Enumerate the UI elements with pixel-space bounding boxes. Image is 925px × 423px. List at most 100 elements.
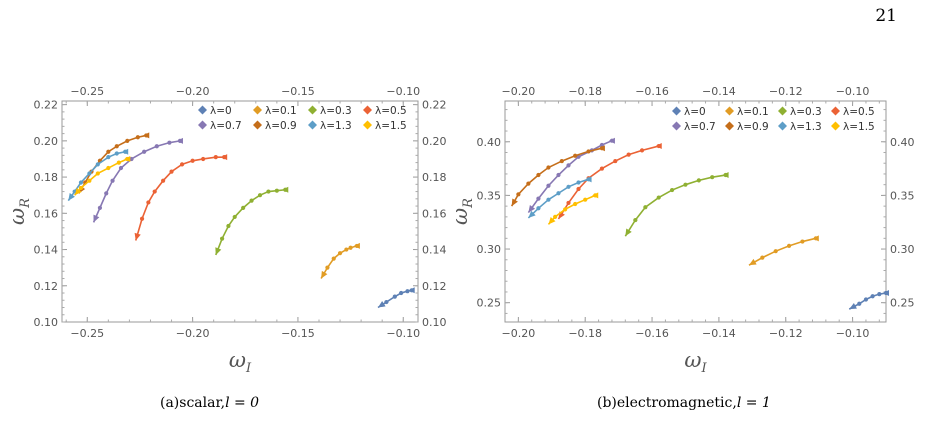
caption-a-text: (a)scalar,	[160, 395, 226, 411]
data-point	[226, 223, 231, 229]
data-point	[773, 249, 778, 254]
x-tick-label: −0.18	[568, 327, 602, 340]
caption-b: (b)electromagnetic,l = 1	[597, 395, 771, 411]
x-tick-label: −0.14	[702, 327, 736, 340]
data-point	[104, 191, 109, 196]
data-point	[106, 149, 111, 154]
series-4	[92, 137, 183, 223]
start-arrow	[321, 270, 328, 279]
legend-swatch	[778, 121, 787, 131]
legend-label: λ=0.1	[265, 105, 297, 117]
y-tick-label: 0.14	[34, 244, 59, 257]
x-tick-label-top: −0.20	[176, 85, 210, 98]
series-6	[67, 148, 129, 202]
y-tick-label-right: 0.25	[890, 297, 915, 310]
x-tick-label: −0.15	[281, 327, 315, 340]
y-tick-label: 0.22	[34, 99, 59, 112]
series-5	[510, 145, 605, 207]
legend-item: λ=0.3	[308, 105, 352, 117]
x-tick-label-top: −0.10	[386, 85, 420, 98]
data-point	[546, 165, 551, 170]
data-point	[179, 162, 185, 167]
series-6	[527, 176, 592, 219]
start-arrow	[748, 258, 757, 266]
data-point	[566, 200, 571, 206]
data-point	[146, 200, 151, 205]
data-point	[639, 148, 645, 153]
end-marker	[122, 148, 129, 155]
data-point	[516, 192, 521, 197]
start-arrow	[74, 187, 82, 196]
series-1	[748, 235, 819, 266]
data-point	[78, 185, 84, 191]
data-point	[78, 180, 84, 185]
data-point	[670, 187, 675, 193]
data-point	[257, 193, 263, 198]
y-tick-label: 0.18	[34, 171, 59, 184]
data-point	[118, 165, 124, 171]
end-marker	[883, 290, 889, 297]
legend-swatch	[253, 105, 262, 115]
x-tick-label: −0.10	[386, 327, 420, 340]
data-point	[877, 292, 882, 297]
data-point	[566, 184, 571, 189]
caption-a: (a)scalar,l = 0	[160, 395, 259, 411]
x-axis-label-sub: I	[245, 361, 252, 376]
data-point	[786, 243, 792, 248]
data-point	[129, 156, 134, 162]
y-tick-label-right: 0.35	[890, 189, 915, 202]
y-axis-label-sub: R	[18, 198, 33, 209]
legend-item: λ=0.1	[725, 106, 769, 118]
data-point	[201, 156, 206, 162]
legend-item: λ=1.5	[363, 120, 407, 132]
legend-item: λ=0.5	[831, 106, 875, 118]
data-point	[213, 155, 218, 160]
data-point	[553, 214, 558, 219]
legend-label: λ=1.3	[790, 121, 822, 133]
legend-swatch	[198, 105, 207, 115]
data-point	[599, 142, 605, 148]
y-tick-label: 0.25	[477, 297, 502, 310]
y-tick-label: 0.10	[34, 316, 59, 329]
data-point	[573, 201, 578, 207]
series-line	[624, 174, 726, 237]
end-marker	[408, 287, 415, 294]
series-line	[547, 194, 596, 225]
data-point	[116, 160, 121, 165]
legend-label: λ=0.9	[265, 120, 297, 132]
data-point	[536, 206, 541, 211]
y-tick-label-right: 0.12	[422, 280, 447, 293]
legend-label: λ=0.3	[320, 105, 352, 117]
series-2	[215, 186, 289, 256]
data-point	[87, 178, 92, 183]
series-0	[848, 290, 889, 310]
x-axis-label: ωI	[684, 348, 707, 376]
data-point	[399, 290, 404, 296]
data-point	[249, 198, 254, 203]
legend-label: λ=0.7	[210, 120, 242, 132]
data-point	[219, 236, 225, 241]
data-point	[154, 144, 159, 149]
series-5	[78, 132, 150, 194]
data-point	[760, 255, 765, 260]
series-7	[74, 155, 131, 196]
x-tick-label-top: −0.25	[70, 85, 104, 98]
y-tick-label: 0.16	[34, 207, 59, 220]
data-point	[384, 299, 389, 305]
data-point	[348, 245, 353, 250]
legend-item: λ=1.5	[831, 121, 875, 133]
data-point	[863, 297, 869, 302]
data-point	[696, 178, 701, 183]
data-point	[274, 188, 279, 193]
page-number: 21	[875, 6, 897, 26]
start-arrow	[377, 301, 386, 308]
legend-swatch	[672, 121, 681, 131]
data-point	[576, 186, 581, 192]
data-point	[576, 180, 581, 185]
legend-label: λ=0	[684, 106, 706, 118]
y-tick-label-right: 0.10	[422, 316, 447, 329]
x-tick-label: −0.20	[176, 327, 210, 340]
data-point	[139, 216, 145, 221]
start-arrow	[849, 303, 857, 310]
end-marker	[176, 137, 183, 144]
